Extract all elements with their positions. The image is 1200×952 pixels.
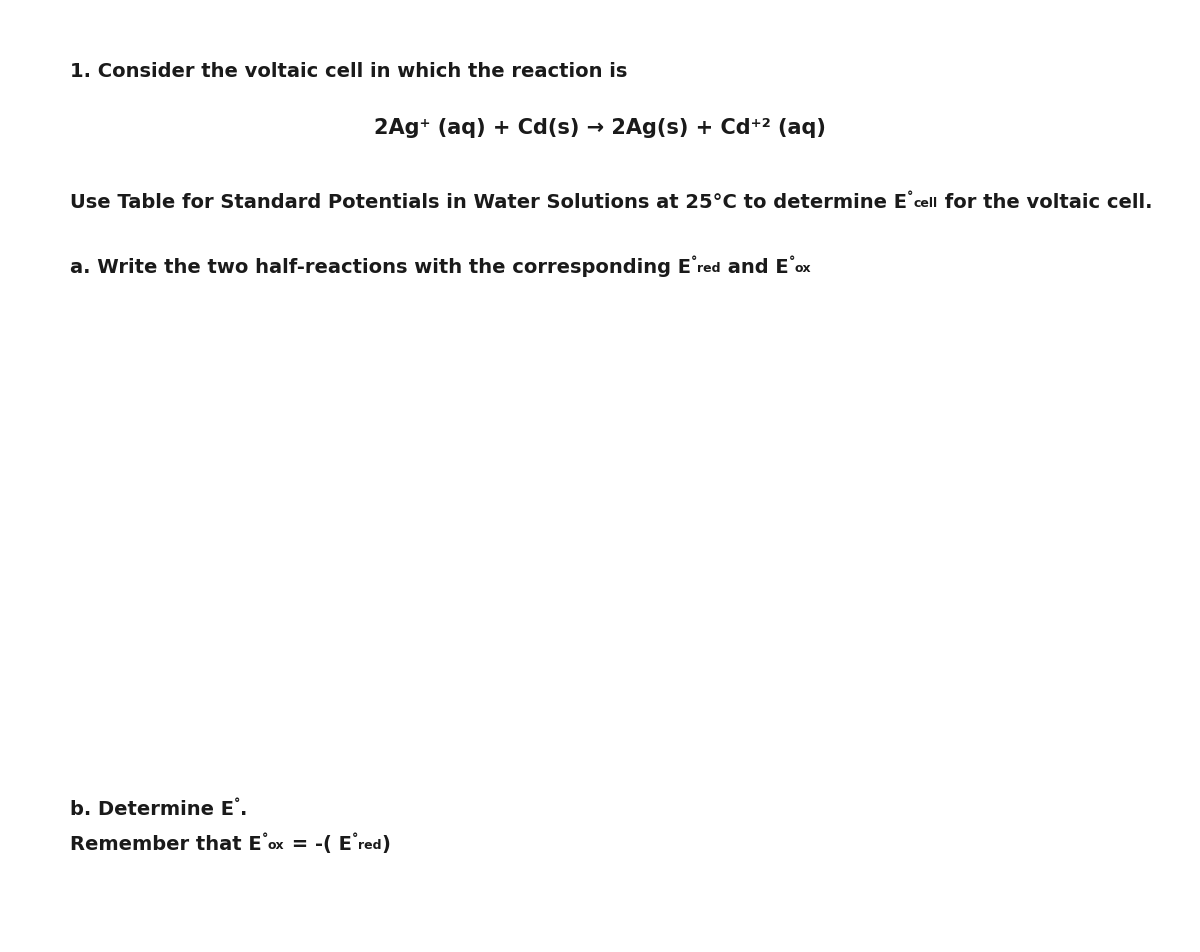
Text: and E: and E: [721, 258, 788, 277]
Text: for the voltaic cell.: for the voltaic cell.: [937, 193, 1152, 212]
Text: .: .: [240, 800, 247, 819]
Text: a. Write the two half-reactions with the corresponding E: a. Write the two half-reactions with the…: [70, 258, 691, 277]
Text: Remember that E: Remember that E: [70, 835, 262, 854]
Text: °: °: [262, 832, 268, 845]
Text: 2Ag⁺ (aq) + Cd(s) → 2Ag(s) + Cd⁺² (aq): 2Ag⁺ (aq) + Cd(s) → 2Ag(s) + Cd⁺² (aq): [374, 118, 826, 138]
Text: red: red: [697, 262, 721, 275]
Text: cell: cell: [913, 197, 937, 210]
Text: = -( E: = -( E: [284, 835, 352, 854]
Text: ox: ox: [794, 262, 811, 275]
Text: 1. Consider the voltaic cell in which the reaction is: 1. Consider the voltaic cell in which th…: [70, 62, 628, 81]
Text: ox: ox: [268, 839, 284, 852]
Text: °: °: [352, 832, 358, 845]
Text: Use Table for Standard Potentials in Water Solutions at 25°C to determine E: Use Table for Standard Potentials in Wat…: [70, 193, 907, 212]
Text: ): ): [382, 835, 390, 854]
Text: b. Determine E: b. Determine E: [70, 800, 234, 819]
Text: °: °: [907, 190, 913, 203]
Text: °: °: [691, 255, 697, 268]
Text: °: °: [234, 797, 240, 810]
Text: °: °: [788, 255, 794, 268]
Text: red: red: [358, 839, 382, 852]
